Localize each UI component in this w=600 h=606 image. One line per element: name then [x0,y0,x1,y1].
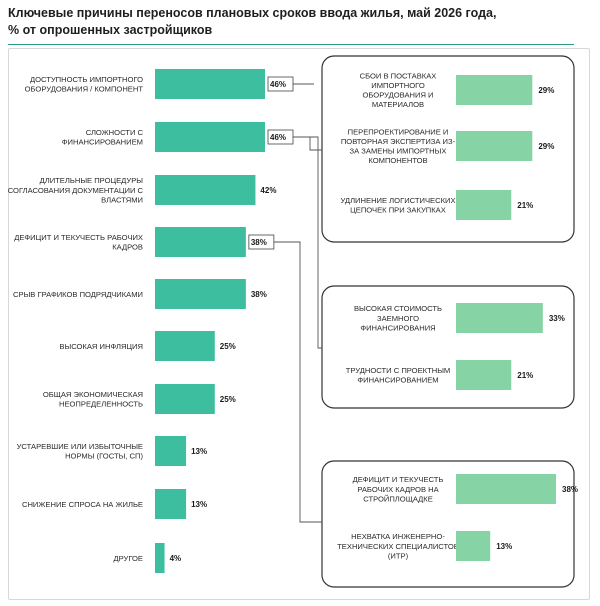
sub-bar [456,474,556,504]
main-category-label: ВЫСОКАЯ ИНФЛЯЦИЯ [59,342,143,351]
main-category-label: ДЛИТЕЛЬНЫЕ ПРОЦЕДУРЫ СОГЛАСОВАНИЯ ДОКУМЕН… [8,176,144,204]
chart-frame [8,48,590,600]
sub-value-label: 21% [517,201,533,210]
chart-subtitle: % от опрошенных застройщиков [8,23,213,37]
main-value-label: 38% [251,238,267,247]
sub-bar [456,531,491,561]
main-category-label: ОБЩАЯ ЭКОНОМИЧЕСКАЯ НЕОПРЕДЕЛЕННОСТЬ [43,390,143,409]
main-value-label: 46% [270,80,286,89]
sub-category-label: ДЕФИЦИТ И ТЕКУЧЕСТЬ РАБОЧИХ КАДРОВ НА СТРО… [353,475,444,503]
sub-category-label: УДЛИНЕНИЕ ЛОГИСТИЧЕСКИХ ЦЕПОЧЕК ПРИ ЗАКУП… [340,196,455,215]
sub-value-label: 21% [517,371,533,380]
main-bar [155,489,187,519]
main-value-label: 4% [170,554,182,563]
main-value-label: 13% [191,447,207,456]
sub-bar [456,303,543,333]
main-bar [155,69,265,99]
main-category-label: СНИЖЕНИЕ СПРОСА НА ЖИЛЬЕ [22,500,143,509]
sub-bar [456,131,533,161]
sub-category-label: НЕХВАТКА ИНЖЕНЕРНО-ТЕХНИЧЕСКИХ СПЕЦИАЛИС… [337,532,459,560]
main-value-label: 25% [220,395,236,404]
main-category-label: СЛОЖНОСТИ С ФИНАНСИРОВАНИЕМ [62,128,144,147]
main-bar [155,384,215,414]
main-bar [155,331,215,361]
main-category-label: СРЫВ ГРАФИКОВ ПОДРЯДЧИКАМИ [13,290,143,299]
sub-bar [456,75,533,105]
main-value-label: 25% [220,342,236,351]
accent-rule [8,44,574,45]
main-bar [155,279,246,309]
main-bar [155,227,246,257]
chart-title: Ключевые причины переносов плановых срок… [8,5,588,39]
main-value-label: 13% [191,500,207,509]
sub-category-label: СБОИ В ПОСТАВКАХ ИМПОРТНОГО ОБОРУДОВАНИЯ И… [360,71,437,109]
sub-value-label: 29% [538,86,554,95]
main-value-label: 46% [270,133,286,142]
sub-value-label: 38% [562,485,578,494]
main-bar [155,175,256,205]
main-value-label: 42% [260,186,276,195]
main-bar [155,122,265,152]
main-category-label: ДРУГОЕ [113,554,143,563]
connector-line [293,136,322,349]
chart-title-line-1: Ключевые причины переносов плановых срок… [8,6,497,20]
main-bar [155,543,165,573]
sub-bar [456,190,512,220]
main-bar [155,436,187,466]
sub-value-label: 33% [549,314,565,323]
connector-line [273,241,322,523]
sub-bar [456,360,512,390]
sub-category-label: ВЫСОКАЯ СТОИМОСТЬ ЗАЕМНОГО ФИНАНСИРОВАНИЯ [354,304,442,332]
main-value-label: 38% [251,290,267,299]
main-category-label: ДОСТУПНОСТЬ ИМПОРТНОГО ОБОРУДОВАНИЯ / КОМ… [25,75,144,94]
main-category-label: ДЕФИЦИТ И ТЕКУЧЕСТЬ РАБОЧИХ КАДРОВ [14,233,143,252]
sub-value-label: 13% [496,542,512,551]
sub-category-label: ТРУДНОСТИ С ПРОЕКТНЫМ ФИНАНСИРОВАНИЕМ [346,366,451,385]
sub-category-label: ПЕРЕПРОЕКТИРОВАНИЕ И ПОВТОРНАЯ ЭКСПЕРТИЗА… [341,127,456,165]
sub-value-label: 29% [538,142,554,151]
main-category-label: УСТАРЕВШИЕ ИЛИ ИЗБЫТОЧНЫЕ НОРМЫ (ГОСТЫ, С… [17,442,144,461]
